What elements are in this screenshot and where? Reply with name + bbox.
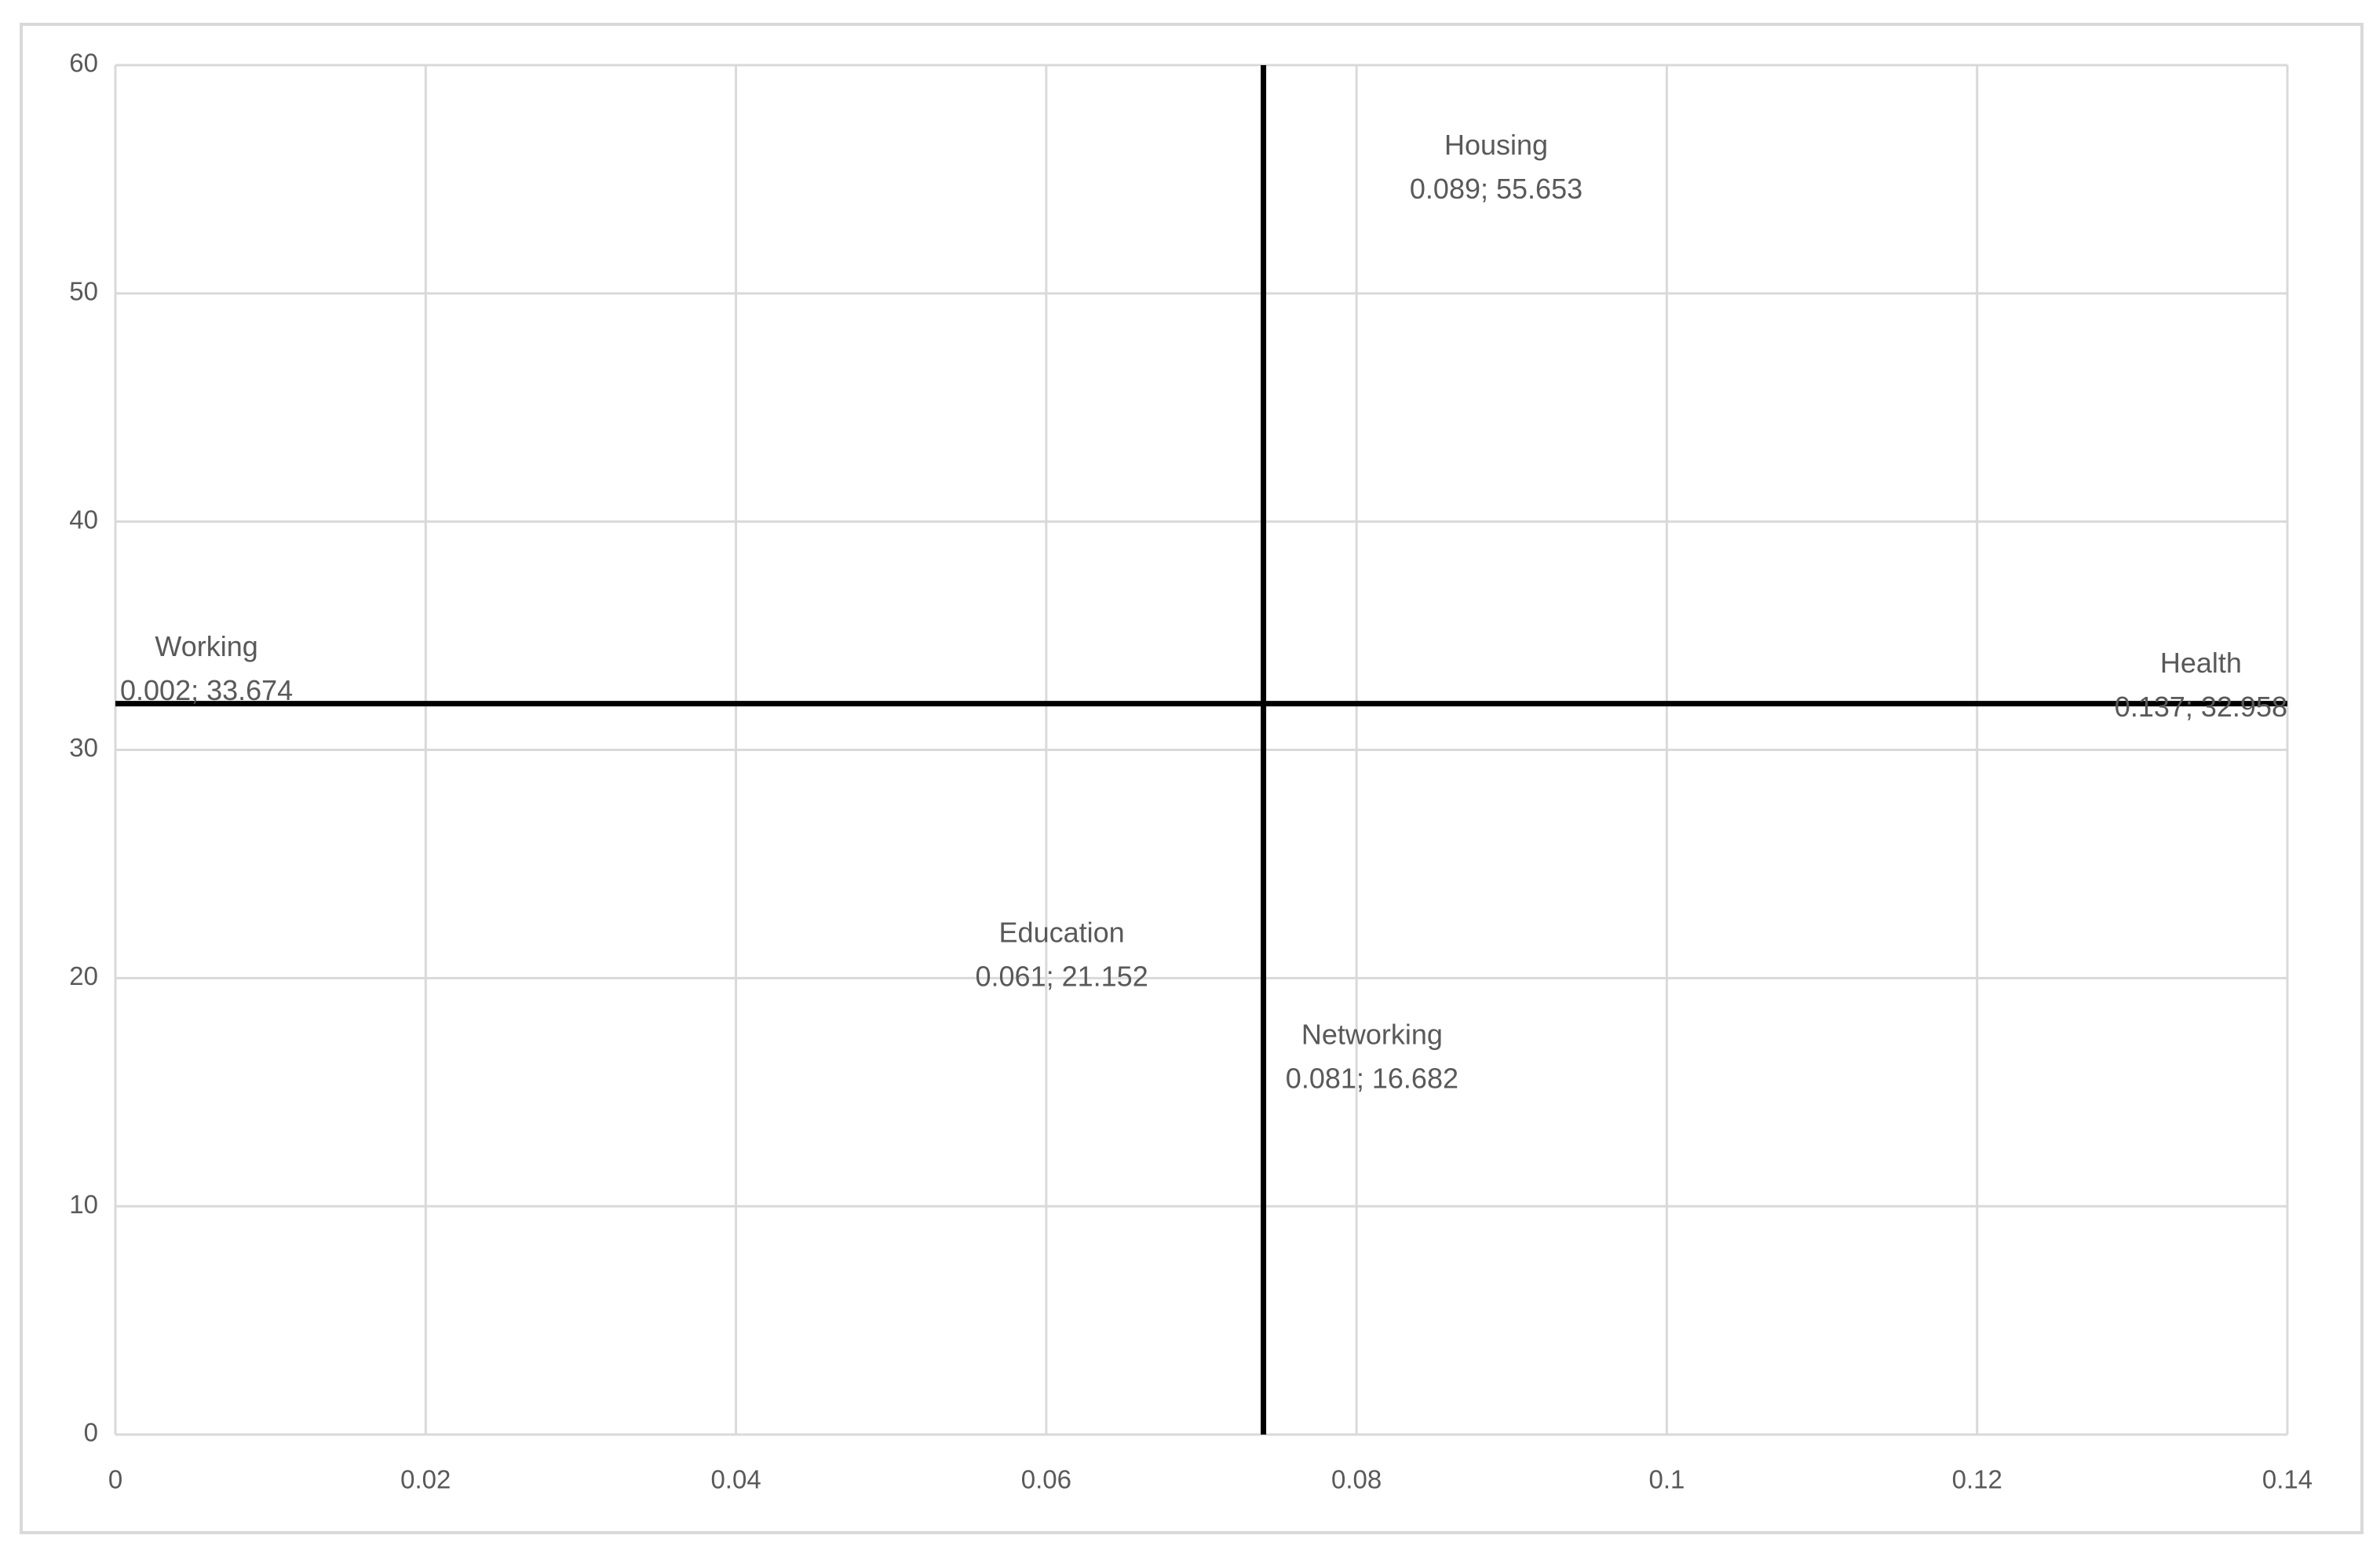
point-name: Health xyxy=(2160,647,2242,679)
y-tick-label: 60 xyxy=(69,49,98,78)
x-tick-label: 0.04 xyxy=(710,1465,761,1494)
y-tick-label: 30 xyxy=(69,733,98,762)
data-label: 0.137; 32.958 xyxy=(2115,691,2287,723)
x-tick-label: 0.02 xyxy=(400,1465,451,1494)
x-tick-label: 0.12 xyxy=(1952,1465,2002,1494)
x-tick-label: 0 xyxy=(108,1465,122,1494)
x-tick-label: 0.14 xyxy=(2262,1465,2312,1494)
point-name: Housing xyxy=(1444,129,1548,161)
x-tick-label: 0.06 xyxy=(1021,1465,1071,1494)
chart-border xyxy=(20,23,2364,1534)
data-label: 0.089; 55.653 xyxy=(1410,173,1582,205)
data-label: 0.061; 21.152 xyxy=(976,960,1148,992)
point-name: Networking xyxy=(1301,1018,1443,1050)
point-name: Working xyxy=(155,630,257,662)
x-tick-label: 0.1 xyxy=(1648,1465,1685,1494)
y-tick-label: 40 xyxy=(69,505,98,534)
data-label: 0.002; 33.674 xyxy=(120,674,293,706)
y-tick-label: 10 xyxy=(69,1190,98,1219)
point-name: Education xyxy=(999,916,1125,948)
data-label: 0.081; 16.682 xyxy=(1286,1062,1458,1094)
y-tick-label: 0 xyxy=(84,1418,98,1447)
y-tick-label: 50 xyxy=(69,277,98,306)
y-tick-label: 20 xyxy=(69,961,98,990)
x-tick-label: 0.08 xyxy=(1331,1465,1382,1494)
